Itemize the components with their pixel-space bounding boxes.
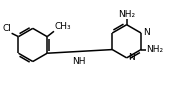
Text: CH₃: CH₃ <box>54 22 71 31</box>
Text: Cl: Cl <box>2 24 11 33</box>
Text: NH: NH <box>72 57 85 66</box>
Text: NH₂: NH₂ <box>146 45 164 54</box>
Text: N: N <box>143 28 149 37</box>
Text: N: N <box>128 53 135 62</box>
Text: NH₂: NH₂ <box>118 10 135 19</box>
